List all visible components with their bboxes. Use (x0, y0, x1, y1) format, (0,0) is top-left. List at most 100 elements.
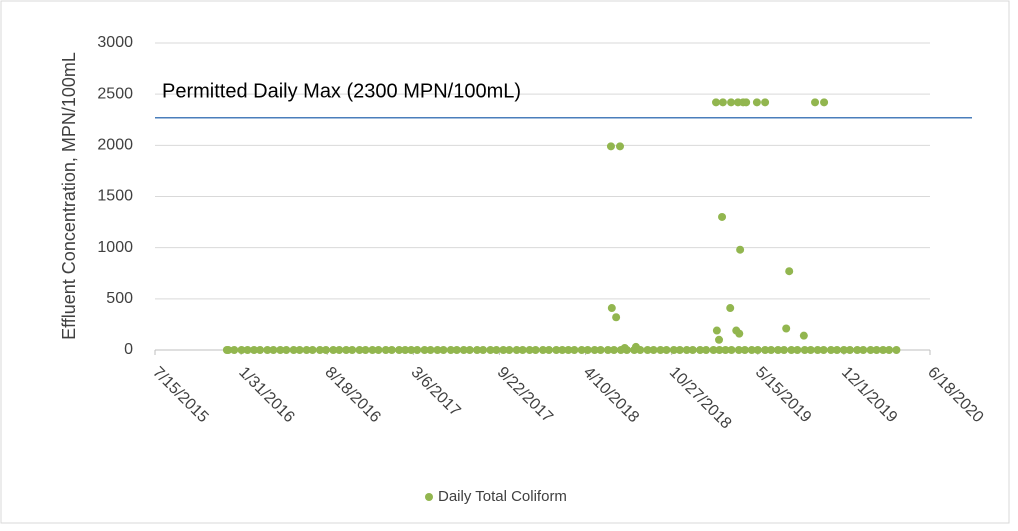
point (374, 346, 383, 354)
reference-label: Permitted Daily Max (2300 MPN/100mL) (162, 80, 521, 102)
point (643, 346, 652, 354)
point (813, 346, 822, 354)
point (780, 346, 789, 354)
y-tick-label: 3000 (97, 34, 133, 51)
point (727, 98, 736, 107)
point (688, 346, 697, 354)
point (407, 346, 416, 354)
point (368, 346, 377, 354)
point (583, 346, 592, 354)
point (250, 346, 259, 354)
point (712, 98, 721, 107)
point (819, 346, 828, 354)
point (596, 346, 605, 354)
y-tick-label: 2000 (97, 137, 133, 154)
point (607, 304, 616, 313)
point (538, 346, 547, 354)
point (892, 346, 901, 354)
point (564, 346, 573, 354)
point (302, 346, 311, 354)
point (753, 346, 762, 354)
y-tick-label: 500 (106, 290, 133, 307)
point (866, 346, 875, 354)
point (793, 346, 802, 354)
y-tick-label: 1500 (97, 188, 133, 205)
point (413, 346, 422, 354)
point (512, 346, 521, 354)
point (465, 346, 474, 354)
point (237, 346, 246, 354)
point (505, 346, 514, 354)
point (531, 346, 540, 354)
point (282, 346, 291, 354)
point (446, 346, 455, 354)
point (230, 346, 239, 354)
point (839, 346, 848, 354)
point (499, 346, 508, 354)
point (709, 346, 718, 354)
point (820, 98, 829, 107)
point (879, 346, 888, 354)
point (826, 346, 835, 354)
point (315, 346, 324, 354)
point (289, 346, 298, 354)
point (606, 142, 615, 151)
point (740, 346, 749, 354)
point (329, 346, 338, 354)
point (518, 346, 527, 354)
point (603, 346, 612, 354)
point (712, 326, 721, 335)
point (479, 346, 488, 354)
point (243, 346, 252, 354)
point (662, 346, 671, 354)
point (570, 346, 579, 354)
point (787, 346, 796, 354)
point (224, 346, 233, 354)
point (727, 346, 736, 354)
point (675, 346, 684, 354)
point (609, 346, 618, 354)
point (612, 313, 621, 322)
point (459, 346, 468, 354)
point (747, 346, 756, 354)
point (715, 335, 724, 344)
point (811, 98, 820, 107)
point (715, 346, 724, 354)
point (885, 346, 894, 354)
point (256, 346, 265, 354)
point (381, 346, 390, 354)
point (552, 346, 561, 354)
y-tick-label: 1000 (97, 239, 133, 256)
point (631, 342, 640, 351)
point (872, 346, 881, 354)
point (859, 346, 868, 354)
point (782, 324, 791, 333)
point (742, 98, 751, 107)
point (721, 346, 730, 354)
point (845, 346, 854, 354)
point (525, 346, 534, 354)
point (426, 346, 435, 354)
point (433, 346, 442, 354)
point (387, 346, 396, 354)
point (853, 346, 862, 354)
point (799, 331, 808, 340)
y-axis-label: Effluent Concentration, MPN/100mL (59, 52, 79, 340)
point (321, 346, 330, 354)
point (734, 346, 743, 354)
point (420, 346, 429, 354)
chart-border (0, 0, 1010, 524)
point (752, 98, 761, 107)
point (492, 346, 501, 354)
point (718, 212, 727, 221)
point (800, 346, 809, 354)
point (342, 346, 351, 354)
point (833, 346, 841, 354)
point (355, 346, 364, 354)
point (452, 346, 461, 354)
point (696, 346, 705, 354)
legend-label: Daily Total Coliform (438, 488, 567, 505)
point (348, 346, 357, 354)
point (473, 346, 482, 354)
